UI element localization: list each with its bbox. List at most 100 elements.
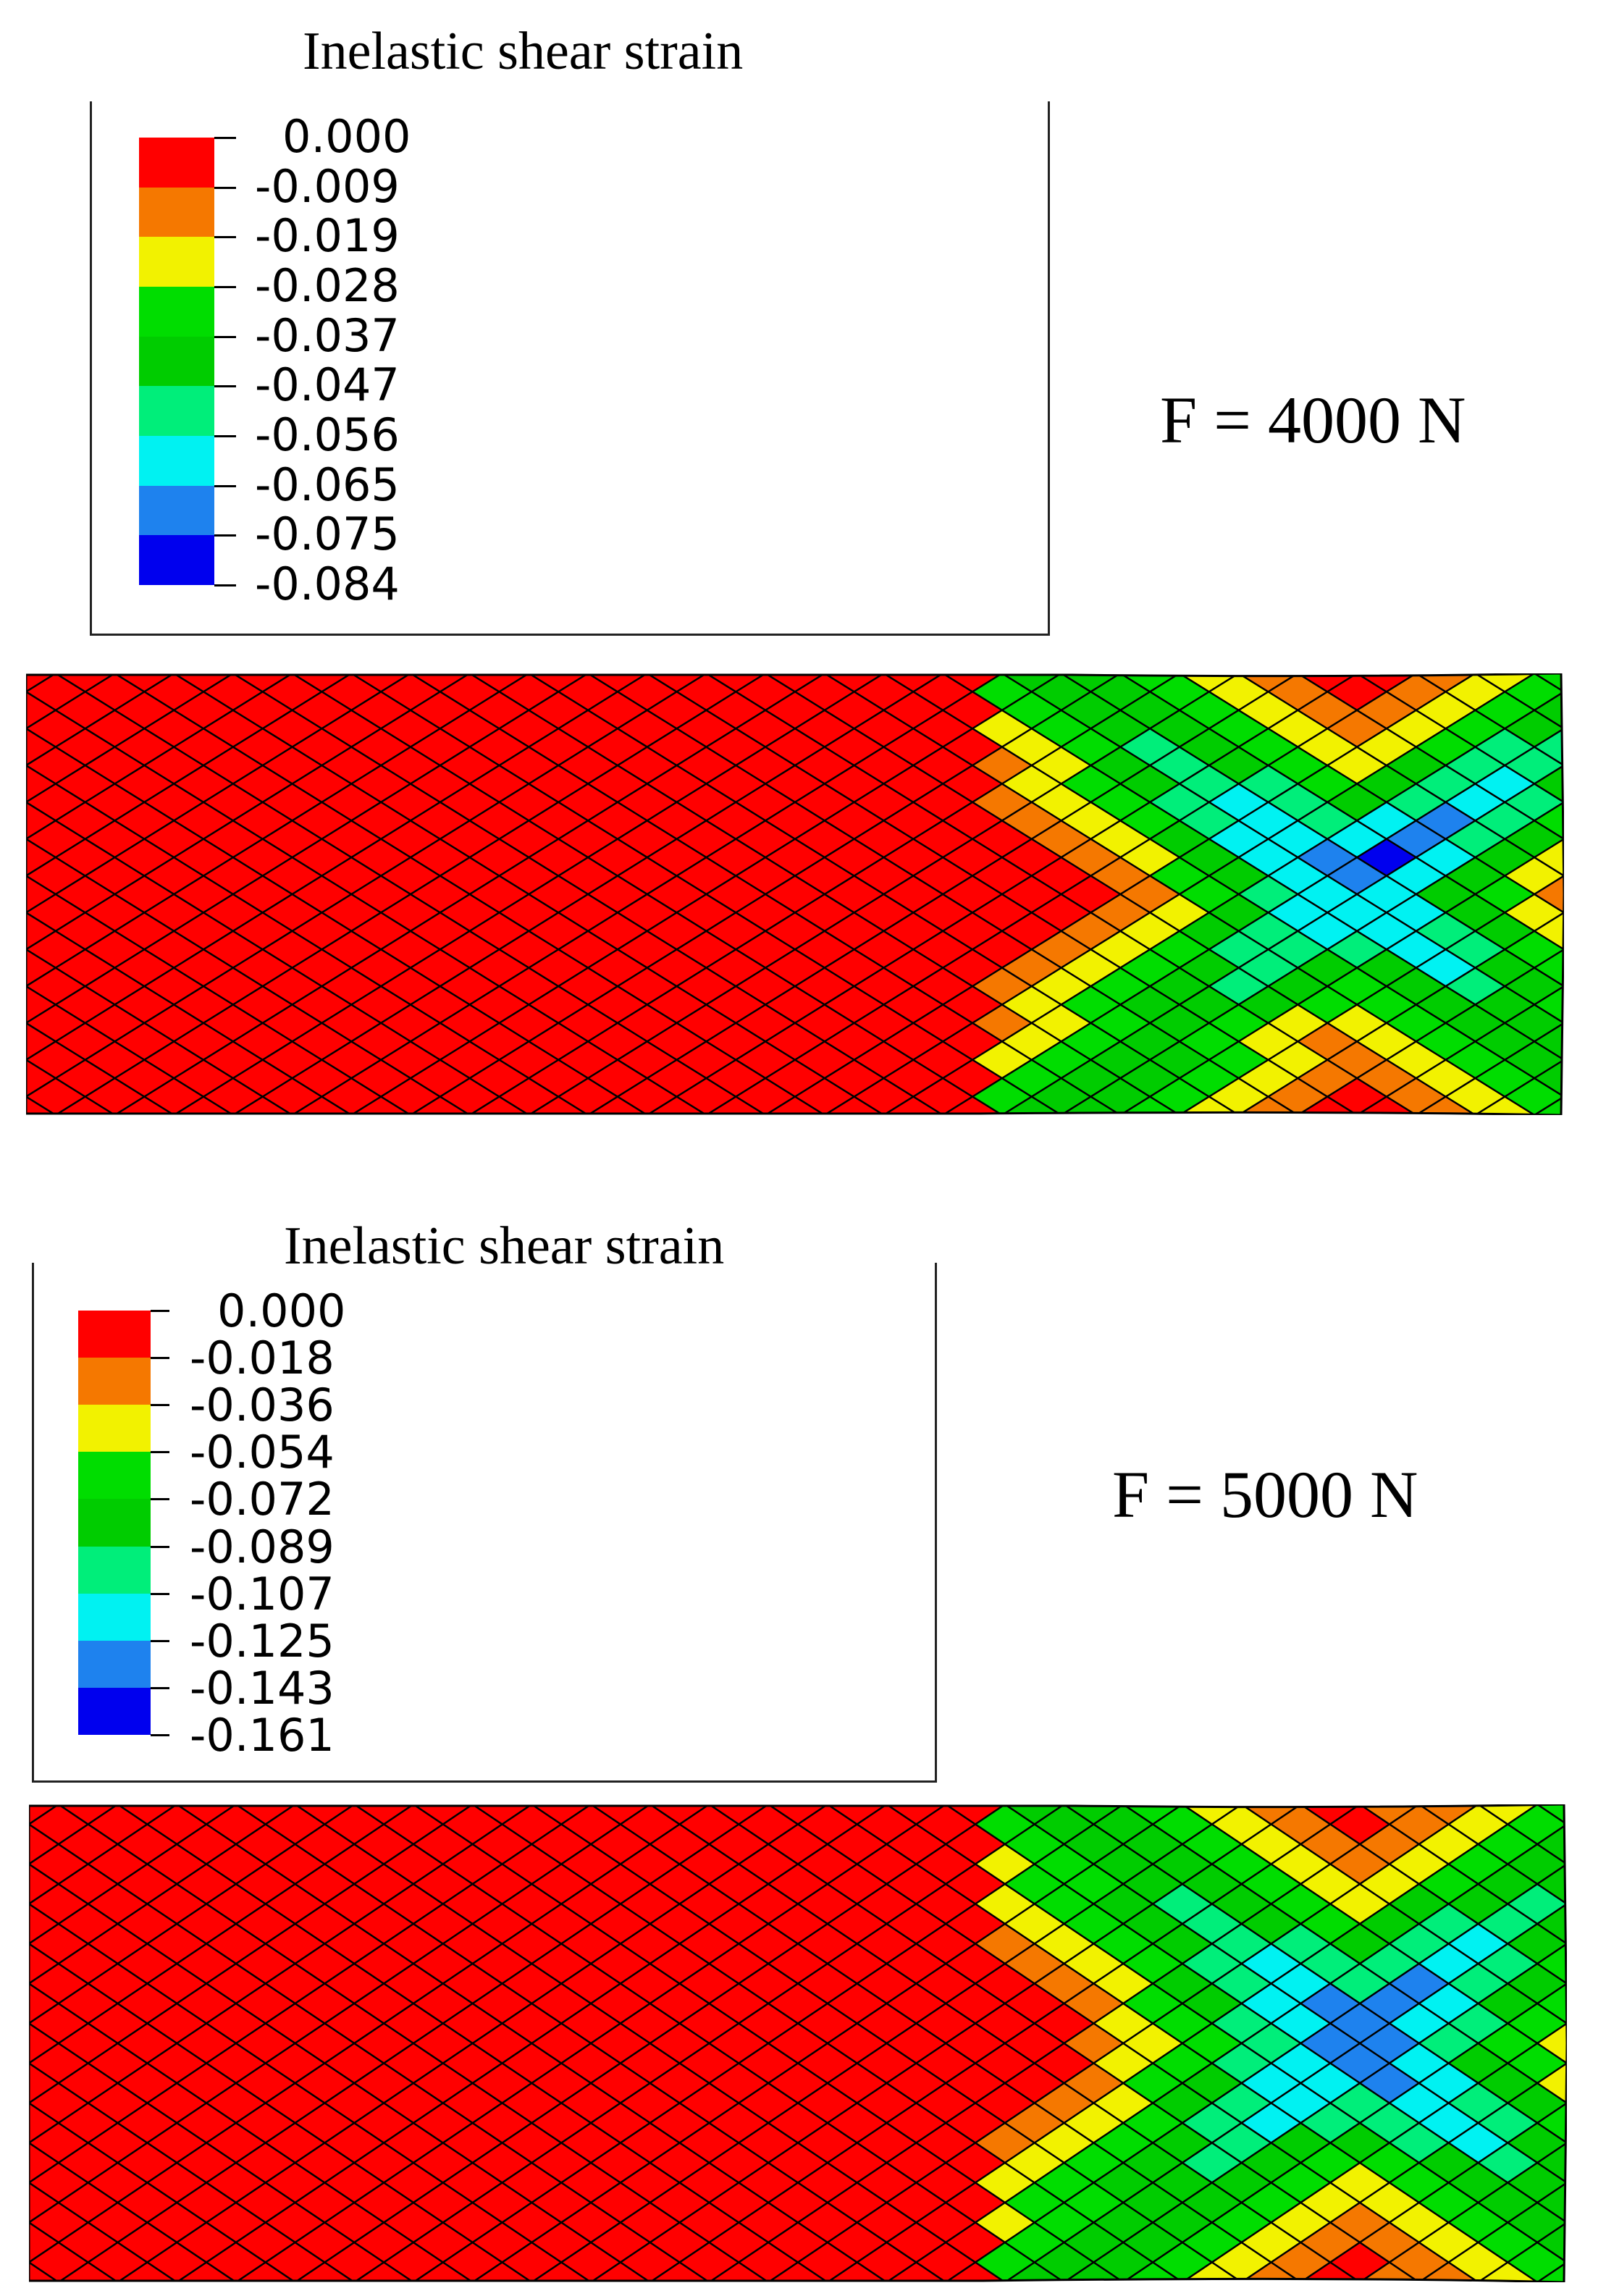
legend-label: 0.000 [282, 110, 411, 163]
legend-label: -0.143 [190, 1661, 335, 1715]
mesh-element [1532, 727, 1564, 767]
mesh-element [1417, 2261, 1480, 2282]
mesh-element [1358, 2261, 1421, 2282]
mesh-element [586, 1096, 649, 1115]
mesh-element [353, 2261, 416, 2282]
legend-tick [214, 236, 236, 239]
legend-label: -0.036 [190, 1379, 335, 1432]
ramp-cell [139, 336, 214, 387]
legend-tick [151, 1639, 169, 1642]
mesh-element [1532, 1059, 1564, 1098]
mesh-element [113, 1096, 176, 1115]
ramp-cell [139, 187, 214, 237]
legend-tick [151, 1498, 169, 1501]
legend-label: -0.072 [190, 1473, 335, 1526]
legend-tick [151, 1734, 169, 1736]
legend-label: -0.019 [255, 209, 400, 263]
mesh-element [471, 2261, 534, 2282]
mesh-element [29, 2261, 60, 2282]
mesh-element [26, 1096, 58, 1115]
mesh-outline [29, 1804, 1567, 2282]
force-label: F = 5000 N [1112, 1458, 1418, 1531]
mesh-element [885, 2261, 948, 2282]
mesh-element [589, 2261, 652, 2282]
mesh-element [1532, 985, 1564, 1025]
ramp-cell [78, 1311, 151, 1358]
mesh-element [1536, 2142, 1567, 2184]
ramp-cell [139, 138, 214, 188]
mesh-element [293, 2261, 356, 2282]
mesh-element [1476, 2261, 1539, 2282]
legend-label: -0.054 [190, 1426, 335, 1479]
color-ramp [139, 138, 214, 586]
mesh-element [1536, 2182, 1567, 2224]
mesh-element [116, 2261, 179, 2282]
mesh-element [26, 801, 58, 841]
legend-title: Inelastic shear strain [284, 1216, 725, 1276]
legend-tick [214, 137, 236, 139]
mesh-element [56, 2261, 119, 2282]
mesh-element [825, 2261, 888, 2282]
legend-label: -0.065 [255, 458, 400, 511]
legend-tick [214, 385, 236, 388]
ramp-cell [139, 237, 214, 287]
mesh-element [1536, 1943, 1567, 1985]
mesh-element [1180, 2261, 1243, 2282]
mesh-element [1003, 2261, 1066, 2282]
ramp-cell [78, 1499, 151, 1547]
mesh-element [1532, 1096, 1564, 1115]
legend-tick [214, 286, 236, 288]
ramp-cell [78, 1687, 151, 1736]
mesh-element [468, 1096, 531, 1115]
contour-panel-5000n: Inelastic shear strain F = 5000 N 0.000-… [0, 1202, 1606, 2296]
legend-label: 0.000 [217, 1284, 346, 1337]
mesh-element [1237, 1096, 1300, 1115]
mesh-element [1536, 1823, 1567, 1865]
mesh-element [234, 2261, 297, 2282]
mesh-element [648, 2261, 711, 2282]
color-ramp [78, 1311, 151, 1736]
ramp-cell [78, 1546, 151, 1594]
mesh-element [1532, 948, 1564, 988]
mesh-element [26, 764, 58, 804]
legend-tick [151, 1357, 169, 1360]
mesh-element [823, 1096, 886, 1115]
mesh-element [1240, 2261, 1303, 2282]
legend-tick [214, 435, 236, 437]
legend-tick [214, 534, 236, 537]
mesh-element [1532, 673, 1564, 693]
ramp-cell [139, 535, 214, 586]
mesh-element [767, 2261, 829, 2282]
ramp-cell [78, 1358, 151, 1405]
mesh-element [1122, 2261, 1185, 2282]
legend-tick [151, 1310, 169, 1312]
mesh-element [882, 1096, 945, 1115]
ramp-cell [78, 1452, 151, 1500]
ramp-cell [139, 436, 214, 487]
mesh-element [231, 1096, 294, 1115]
legend-label: -0.018 [190, 1332, 335, 1385]
mesh-element [1177, 1096, 1240, 1115]
mesh-element [1532, 801, 1564, 841]
legend-tick [151, 1686, 169, 1689]
legend-box [90, 101, 1050, 636]
mesh-element [1062, 2261, 1125, 2282]
mesh-element [175, 2261, 238, 2282]
mesh-element [1536, 1982, 1567, 2024]
mesh-element [1536, 2102, 1567, 2144]
mesh-element [1299, 2261, 1362, 2282]
mesh-element [1536, 2022, 1567, 2064]
mesh-element [763, 1096, 827, 1115]
mesh-element [1532, 1022, 1564, 1061]
legend-tick [151, 1592, 169, 1595]
legend-tick [151, 1404, 169, 1407]
legend-label: -0.107 [190, 1567, 335, 1620]
ramp-cell [139, 485, 214, 536]
mesh-element [1536, 1863, 1567, 1905]
mesh-element [1532, 912, 1564, 951]
mesh-outline [26, 673, 1564, 1115]
legend-tick [151, 1545, 169, 1548]
ramp-cell [78, 1593, 151, 1641]
mesh-element [350, 1096, 413, 1115]
ramp-cell [78, 1640, 151, 1689]
